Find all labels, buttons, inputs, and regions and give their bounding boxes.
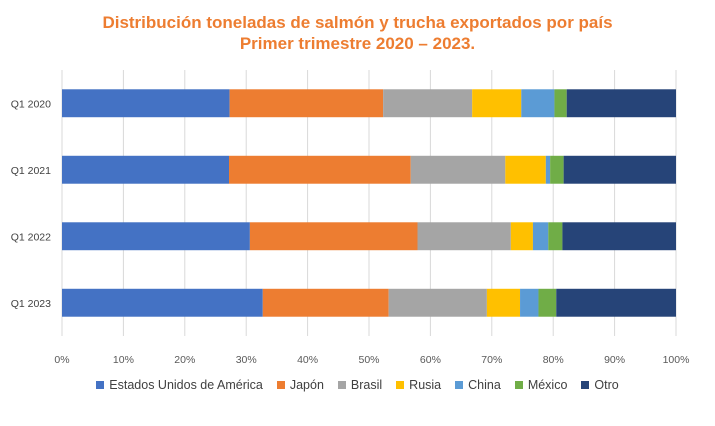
- x-tick-label: 0%: [54, 354, 69, 366]
- bar-segment: [229, 89, 384, 118]
- legend-item: Estados Unidos de América: [96, 378, 263, 392]
- category-label: Q1 2023: [11, 298, 51, 310]
- bar-segment: [550, 155, 564, 184]
- x-tick-label: 30%: [236, 354, 257, 366]
- legend-item: Otro: [581, 378, 619, 392]
- legend-item: Rusia: [396, 378, 441, 392]
- bar-segment: [510, 222, 533, 251]
- legend-label: Otro: [594, 378, 619, 392]
- category-label: Q1 2020: [11, 98, 51, 110]
- legend: Estados Unidos de América Japón Brasil Rusi…: [0, 378, 715, 392]
- legend-label: Brasil: [350, 378, 383, 392]
- bar-segment: [417, 222, 511, 251]
- x-tick-label: 40%: [297, 354, 318, 366]
- bar-segment: [538, 288, 557, 317]
- bar-segment: [521, 89, 555, 118]
- legend-item: Japón: [276, 378, 324, 392]
- bar-segment: [548, 222, 563, 251]
- bar-segment: [563, 155, 676, 184]
- chart-title: Distribución toneladas de salmón y truch…: [0, 12, 715, 54]
- bar-segment: [62, 155, 230, 184]
- legend-label: Japón: [289, 378, 324, 392]
- legend-label: Estados Unidos de América: [109, 378, 263, 392]
- x-tick-label: 70%: [481, 354, 502, 366]
- legend-label: China: [468, 378, 501, 392]
- bar-segment: [505, 155, 546, 184]
- legend-swatch: [276, 381, 285, 389]
- legend-swatch: [96, 381, 105, 389]
- bar-segment: [556, 288, 676, 317]
- bar-segment: [62, 288, 263, 317]
- x-tick-label: 100%: [663, 354, 690, 366]
- bar-segment: [486, 288, 521, 317]
- legend-item: Brasil: [337, 378, 383, 392]
- bar-segment: [545, 155, 551, 184]
- bar-segment: [520, 288, 539, 317]
- bar-segment: [229, 155, 411, 184]
- legend-item: China: [455, 378, 501, 392]
- chart-subtitle: Primer trimestre 2020 – 2023.: [239, 34, 476, 53]
- bar-segment: [472, 89, 522, 118]
- legend-swatch: [396, 381, 405, 389]
- bar-segment: [566, 89, 676, 118]
- legend-label: Rusia: [409, 378, 442, 392]
- category-label: Q1 2022: [11, 231, 51, 243]
- x-tick-label: 90%: [604, 354, 625, 366]
- x-tick-label: 80%: [543, 354, 564, 366]
- legend-item: México: [514, 378, 568, 392]
- x-tick-label: 20%: [174, 354, 195, 366]
- bar-segment: [383, 89, 473, 118]
- legend-label: México: [527, 378, 568, 392]
- x-tick-label: 10%: [113, 354, 134, 366]
- category-label: Q1 2021: [11, 165, 51, 177]
- x-tick-label: 60%: [420, 354, 441, 366]
- legend-swatch: [337, 381, 346, 389]
- legend-swatch: [455, 381, 464, 389]
- bar-segment: [388, 288, 487, 317]
- bar-segment: [262, 288, 389, 317]
- bar-segment: [249, 222, 418, 251]
- bar-segment: [62, 222, 250, 251]
- bar-segment: [554, 89, 567, 118]
- legend-swatch: [514, 381, 523, 389]
- bar-segment: [532, 222, 549, 251]
- x-tick-label: 50%: [358, 354, 379, 366]
- legend-swatch: [581, 381, 590, 389]
- bar-segment: [562, 222, 676, 251]
- bar-segment: [410, 155, 506, 184]
- bar-segment: [62, 89, 230, 118]
- chart-title-line-1: Distribución toneladas de salmón y truch…: [102, 13, 613, 32]
